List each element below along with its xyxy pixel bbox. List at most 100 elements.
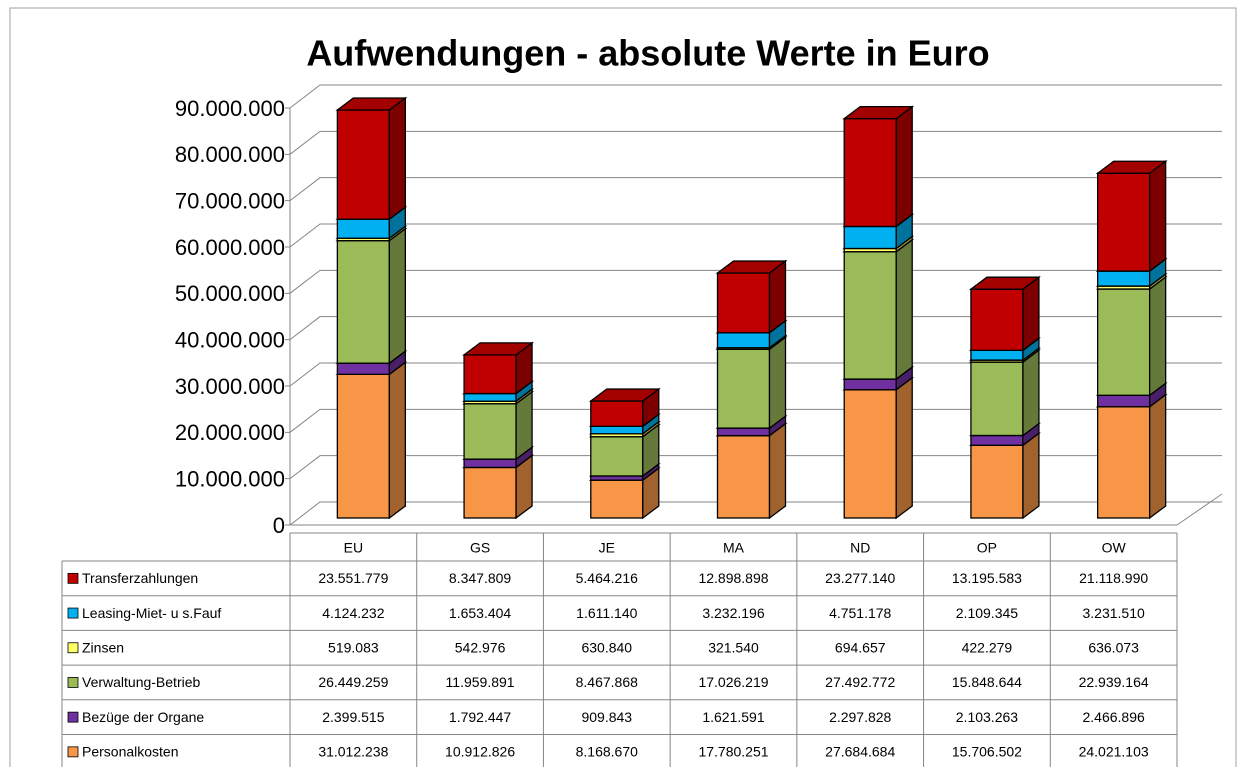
x-tick-label: MA [723,540,745,556]
table-value: 4.751.178 [829,605,891,621]
bar-top [968,276,1041,290]
bar-top [588,388,661,402]
bar-front [843,251,897,380]
y-tick-label: 60.000.000 [175,235,285,260]
bar-front [336,218,391,239]
x-tick-label: JE [599,540,615,556]
table-value: 26.449.259 [318,674,388,690]
legend-swatch [67,642,79,654]
bar [968,275,1041,352]
table-value: 13.195.583 [952,570,1022,586]
bar-front [970,444,1024,519]
bar-top [842,105,915,120]
legend-label: Personalkosten [82,744,179,760]
table-value: 21.118.990 [1079,570,1148,586]
bar [715,335,788,430]
bar [968,348,1041,437]
y-tick-label: 80.000.000 [175,142,285,167]
grid-line [285,130,1222,155]
y-tick-label: 90.000.000 [175,96,285,121]
x-tick-label: ND [850,540,870,556]
table-value: 2.103.263 [956,709,1018,725]
bar-side [1022,431,1040,520]
bar [842,376,915,520]
bar-front [463,354,517,395]
bar-front [843,225,897,250]
table-value: 27.492.772 [825,674,895,690]
table-value: 1.611.140 [576,605,637,621]
bar-front [1096,288,1151,396]
bar-front [716,427,771,437]
legend-swatch [67,607,79,619]
table-value: 909.843 [581,709,632,725]
bar [715,259,788,335]
table-value: 22.939.164 [1079,674,1149,690]
bar-front [336,373,391,519]
grid-line [285,223,1222,248]
bar-top [1095,160,1168,174]
bar-side [768,422,787,520]
bar [335,96,408,221]
table-value: 694.657 [835,639,886,655]
legend-label: Verwaltung-Betrieb [82,674,201,690]
bar-front [970,349,1024,361]
bar-front [1096,270,1151,287]
table-value: 4.124.232 [322,605,384,621]
y-tick-label: 0 [273,513,285,538]
table-value: 2.109.345 [956,605,1018,621]
bar [968,431,1041,520]
y-tick-label: 50.000.000 [175,281,285,306]
table-value: 630.840 [581,639,632,655]
bar-front [716,348,771,429]
table-value: 1.792.447 [449,709,511,725]
table-value: 1.653.404 [449,605,511,621]
bar-front [336,362,391,375]
table-value: 519.083 [328,639,379,655]
table-value: 8.467.868 [576,674,638,690]
bar-front [336,239,391,364]
legend-label: Zinsen [82,639,124,655]
bar-front [336,109,391,220]
bar [1095,159,1168,273]
table-value: 24.021.103 [1079,744,1149,760]
bar-front [590,400,644,427]
bar [1095,275,1168,397]
x-tick-label: EU [344,540,363,556]
legend-swatch [67,711,79,723]
bar-side [1148,275,1167,397]
bar [1095,393,1168,520]
legend-swatch [67,746,79,758]
legend-label: Transferzahlungen [82,570,198,586]
bar-front [590,479,644,519]
bar-side [768,335,787,430]
y-tick-label: 30.000.000 [175,374,285,399]
table-value: 15.848.644 [952,674,1022,690]
bar [842,238,915,381]
table-value: 542.976 [455,639,506,655]
x-tick-label: GS [470,540,490,556]
bar-top [462,342,535,356]
bar-front [463,392,517,402]
bar-front [843,378,897,391]
table-value: 23.551.779 [318,570,388,586]
table-value: 5.464.216 [576,570,638,586]
chart-title: Aufwendungen - absolute Werte in Euro [306,33,989,74]
table-value: 2.466.896 [1082,709,1144,725]
bar-front [463,403,517,460]
bar-front [590,436,644,477]
legend-label: Bezüge der Organe [82,709,204,725]
bar-front [843,117,897,228]
x-tick-label: OP [977,540,997,556]
bar [335,227,408,365]
table-value: 1.621.591 [702,709,764,725]
bar-top [715,260,788,274]
table-value: 11.959.891 [446,674,515,690]
bar-front [590,425,644,435]
bar [842,105,915,228]
y-tick-label: 20.000.000 [175,420,285,445]
table-value: 3.232.196 [702,605,764,621]
table-value: 12.898.898 [698,570,768,586]
bar-front [463,466,517,519]
table-value: 422.279 [962,639,1013,655]
